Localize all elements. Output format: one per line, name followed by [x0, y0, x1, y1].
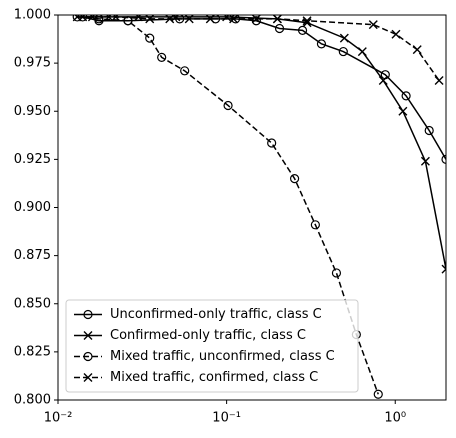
marker [83, 309, 93, 320]
y-tick-label: 0.825 [14, 344, 51, 359]
marker [180, 66, 190, 76]
legend-label: Mixed traffic, confirmed, class C [110, 370, 318, 385]
marker [401, 91, 411, 101]
marker [133, 15, 143, 22]
marker [310, 220, 320, 230]
series-line [77, 16, 379, 395]
marker [398, 106, 408, 116]
marker [205, 15, 215, 24]
marker [420, 156, 430, 166]
marker [316, 39, 327, 49]
marker [229, 15, 239, 24]
marker [434, 75, 444, 85]
legend-label: Mixed traffic, unconfirmed, class C [110, 349, 335, 364]
marker [210, 15, 221, 24]
y-tick-label: 0.800 [14, 393, 51, 408]
legend-label: Unconfirmed-only traffic, class C [110, 307, 322, 322]
y-tick-label: 1.000 [14, 8, 51, 23]
marker [339, 33, 349, 43]
marker [368, 20, 378, 30]
marker [272, 15, 282, 24]
marker [373, 389, 383, 399]
legend-label: Confirmed-only traffic, class C [110, 328, 306, 343]
marker [145, 15, 155, 24]
series-line [82, 16, 446, 160]
legend: Unconfirmed-only traffic, class C Confirm… [65, 299, 359, 393]
marker [441, 154, 446, 164]
y-tick-label: 0.975 [14, 56, 51, 71]
x-tick-label: 10⁻² [44, 411, 73, 426]
marker [157, 52, 167, 62]
marker [338, 46, 348, 57]
marker [223, 100, 233, 111]
marker [111, 15, 121, 22]
marker [297, 25, 308, 35]
marker [123, 16, 133, 26]
marker [289, 174, 300, 184]
marker [441, 264, 446, 274]
marker [145, 33, 155, 43]
y-tick-label: 0.850 [14, 296, 51, 311]
y-tick-label: 0.950 [14, 104, 51, 119]
marker [251, 16, 261, 26]
marker [72, 15, 82, 22]
marker [267, 138, 277, 148]
axes: 10⁻² 10⁻¹ 10⁰ 0.800 0.825 0.850 0.875 0.900 0.92… [14, 8, 406, 426]
marker [251, 15, 261, 24]
marker [424, 125, 434, 136]
marker [83, 331, 93, 340]
marker [83, 373, 93, 382]
x-tick-label: 10⁻¹ [212, 411, 241, 426]
marker [302, 16, 312, 26]
marker [378, 75, 388, 85]
marker [331, 268, 342, 278]
marker [165, 15, 175, 24]
y-tick-label: 0.900 [14, 200, 51, 215]
y-tick-label: 0.925 [14, 152, 51, 167]
marker [274, 23, 285, 34]
marker [357, 47, 367, 57]
marker [83, 351, 93, 362]
plot [72, 15, 446, 399]
x-tick-label: 10⁰ [384, 411, 406, 426]
marker [175, 15, 185, 24]
marker [412, 45, 422, 55]
marker [87, 15, 97, 22]
marker [391, 29, 401, 39]
y-tick-label: 0.875 [14, 248, 51, 263]
frame [57, 14, 447, 401]
legend-box [65, 299, 359, 393]
marker [184, 15, 194, 24]
